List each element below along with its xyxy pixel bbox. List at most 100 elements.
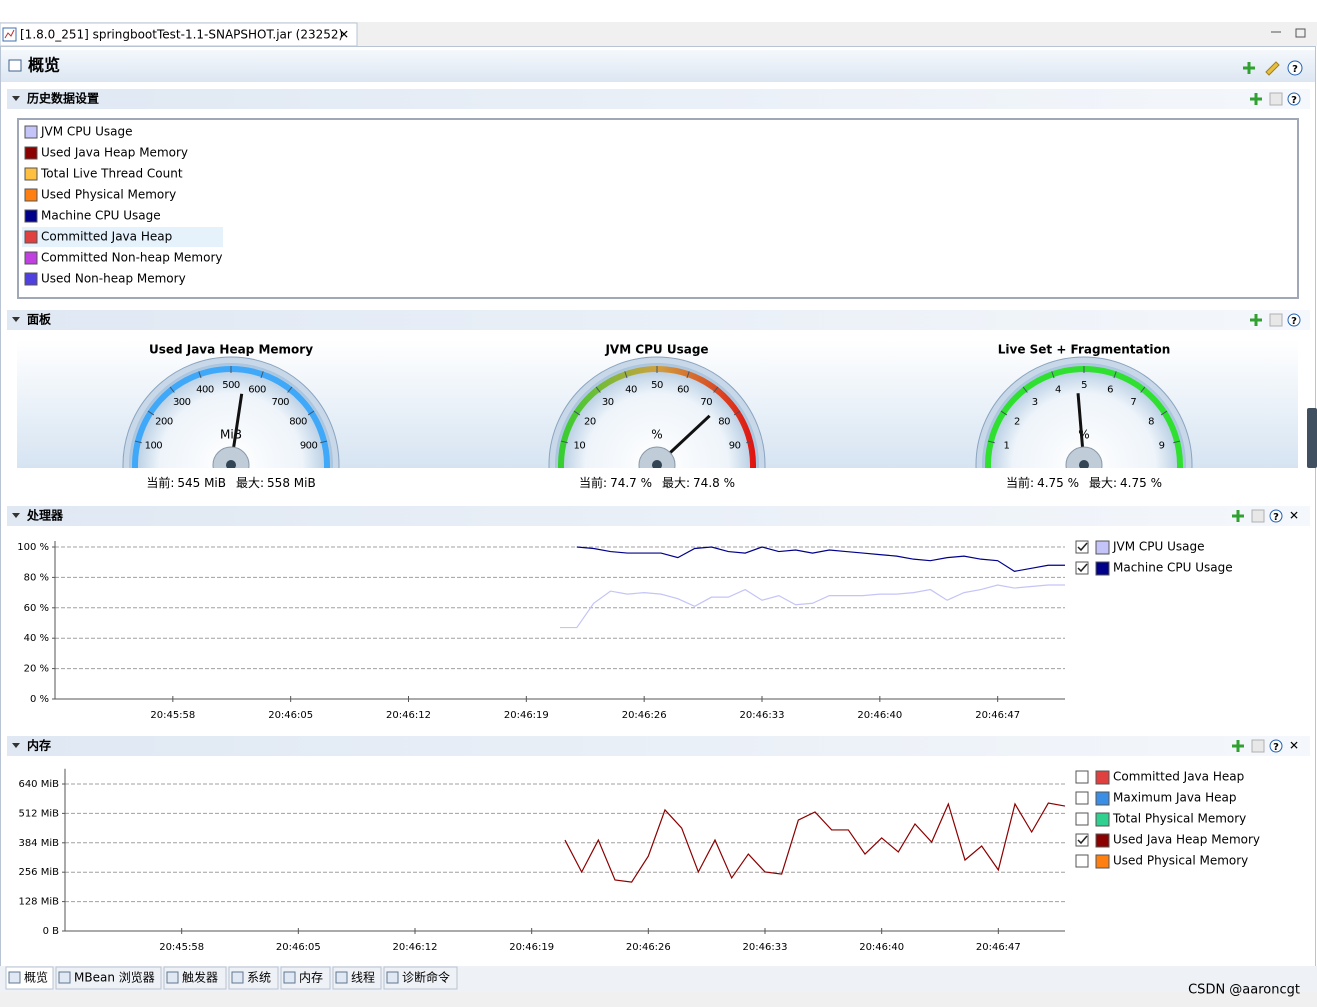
tab-icon-line: [4, 29, 15, 39]
color-swatch: [24, 167, 38, 181]
side-handle[interactable]: [1307, 408, 1317, 468]
gauge-tick-label: 10: [1158, 467, 1170, 478]
help-button[interactable]: [1287, 313, 1301, 327]
section-title: 面板: [27, 312, 52, 327]
color-swatch: [24, 209, 38, 223]
bottom-tab-label[interactable]: 触发器: [182, 970, 218, 985]
close-button[interactable]: ✕: [1289, 739, 1299, 753]
bottom-tab-label[interactable]: 内存: [299, 971, 323, 985]
legend-checkbox[interactable]: [1075, 540, 1089, 554]
gauge-tick: [307, 410, 315, 416]
legend-checkbox[interactable]: [1075, 854, 1089, 868]
bottom-tab[interactable]: [383, 966, 458, 990]
add-button[interactable]: [1243, 62, 1255, 74]
legend-label[interactable]: Used Java Heap Memory: [1113, 833, 1260, 847]
toolbar-icon[interactable]: [1251, 739, 1265, 753]
help-mark: ?: [1291, 316, 1297, 327]
gauge-title: JVM CPU Usage: [604, 343, 708, 357]
gauge-tick-label: 7: [1130, 397, 1136, 408]
add-button[interactable]: [1232, 510, 1244, 522]
collapse-toggle[interactable]: [12, 513, 20, 518]
bottom-tab[interactable]: [55, 966, 162, 990]
gauge-tick: [198, 371, 202, 379]
legend-label[interactable]: Total Physical Memory: [1112, 812, 1246, 826]
collapse-toggle[interactable]: [12, 96, 20, 101]
legend-swatch: [1095, 812, 1110, 827]
legend-checkbox[interactable]: [1075, 770, 1089, 784]
gauge-tick-label: 700: [271, 397, 289, 408]
bottom-tab-icon: [166, 971, 179, 984]
gauge-tick: [260, 371, 264, 379]
legend-label[interactable]: Committed Java Heap: [1113, 770, 1244, 784]
bottom-tab-label[interactable]: 系统: [247, 971, 271, 985]
add-button[interactable]: [1250, 314, 1262, 326]
legend-swatch: [1095, 770, 1110, 785]
pin-button[interactable]: [1265, 61, 1280, 76]
history-item[interactable]: Machine CPU Usage: [41, 209, 161, 223]
tab-close[interactable]: ✕: [339, 28, 349, 42]
history-item[interactable]: Used Non-heap Memory: [41, 272, 186, 286]
gauge-tick-label: 20: [584, 416, 596, 427]
max-value: 74.8 %: [693, 476, 735, 490]
bottom-tab-icon: [8, 971, 21, 984]
collapse-toggle[interactable]: [12, 317, 20, 322]
legend-checkbox[interactable]: [1075, 561, 1089, 575]
gauge-tick-label: 0: [1001, 467, 1007, 478]
history-item[interactable]: Committed Non-heap Memory: [41, 251, 223, 265]
gauge-tick: [713, 386, 719, 393]
help-mark: ?: [1273, 742, 1279, 753]
gauge-tick-label: 900: [300, 441, 318, 452]
history-item[interactable]: Committed Java Heap: [41, 230, 172, 244]
history-item[interactable]: Total Live Thread Count: [40, 167, 183, 181]
bottom-tab-label[interactable]: 诊断命令: [402, 970, 450, 985]
history-item[interactable]: Used Physical Memory: [41, 188, 176, 202]
help-button[interactable]: [1269, 509, 1283, 523]
bottom-tab-icon: [58, 971, 71, 984]
tab-title[interactable]: [1.8.0_251] springbootTest-1.1-SNAPSHOT.…: [20, 28, 343, 42]
y-tick-label: 40 %: [24, 633, 49, 644]
gauge-tick-label: 0: [148, 467, 154, 478]
bottom-tab-label[interactable]: MBean 浏览器: [74, 970, 155, 985]
legend-checkbox[interactable]: [1075, 833, 1089, 847]
gauge-tick-label: 80: [718, 416, 730, 427]
bottom-tab-label[interactable]: 概览: [24, 970, 48, 985]
legend-label[interactable]: Maximum Java Heap: [1113, 791, 1236, 805]
y-tick-label: 640 MiB: [18, 779, 59, 790]
x-tick-label: 20:46:47: [976, 942, 1021, 953]
legend-checkbox[interactable]: [1075, 791, 1089, 805]
toolbar-icon[interactable]: [1251, 509, 1265, 523]
close-button[interactable]: ✕: [1289, 509, 1299, 523]
section-title: 内存: [27, 738, 51, 753]
legend-label[interactable]: JVM CPU Usage: [1112, 540, 1205, 554]
gauge-tick: [686, 371, 690, 379]
add-button[interactable]: [1250, 93, 1262, 105]
maximize-button[interactable]: [1295, 28, 1306, 38]
bottom-tab-label[interactable]: 线程: [351, 970, 375, 985]
add-button[interactable]: [1232, 740, 1244, 752]
legend-checkbox[interactable]: [1075, 812, 1089, 826]
toolbar-icon[interactable]: [1269, 92, 1283, 106]
help-button[interactable]: [1287, 60, 1303, 76]
gauge-tick-label: 400: [196, 384, 214, 395]
x-tick-label: 20:46:40: [859, 942, 904, 953]
collapse-toggle[interactable]: [12, 743, 20, 748]
help-button[interactable]: [1269, 739, 1283, 753]
gauge-tick: [147, 410, 155, 416]
bottom-tab-icon: [335, 971, 348, 984]
toolbar-icon[interactable]: [1269, 313, 1283, 327]
help-button[interactable]: [1287, 92, 1301, 106]
gauge-face: [129, 363, 333, 468]
history-item[interactable]: Used Java Heap Memory: [41, 146, 188, 160]
legend-label[interactable]: Machine CPU Usage: [1113, 561, 1233, 575]
history-item[interactable]: JVM CPU Usage: [40, 125, 133, 139]
bottom-tab[interactable]: [163, 966, 227, 990]
gauge-hub: [1065, 446, 1103, 468]
gauge-tick-label: 0: [574, 467, 580, 478]
max-value: 4.75 %: [1120, 476, 1162, 490]
gauge-stats: 当前: 4.75 % 最大: 4.75 %: [1006, 475, 1162, 490]
legend-swatch: [1095, 854, 1110, 869]
series-line: [560, 584, 1065, 629]
y-tick-label: 80 %: [24, 572, 49, 583]
legend-label[interactable]: Used Physical Memory: [1113, 854, 1248, 868]
help-mark: ?: [1292, 64, 1298, 75]
